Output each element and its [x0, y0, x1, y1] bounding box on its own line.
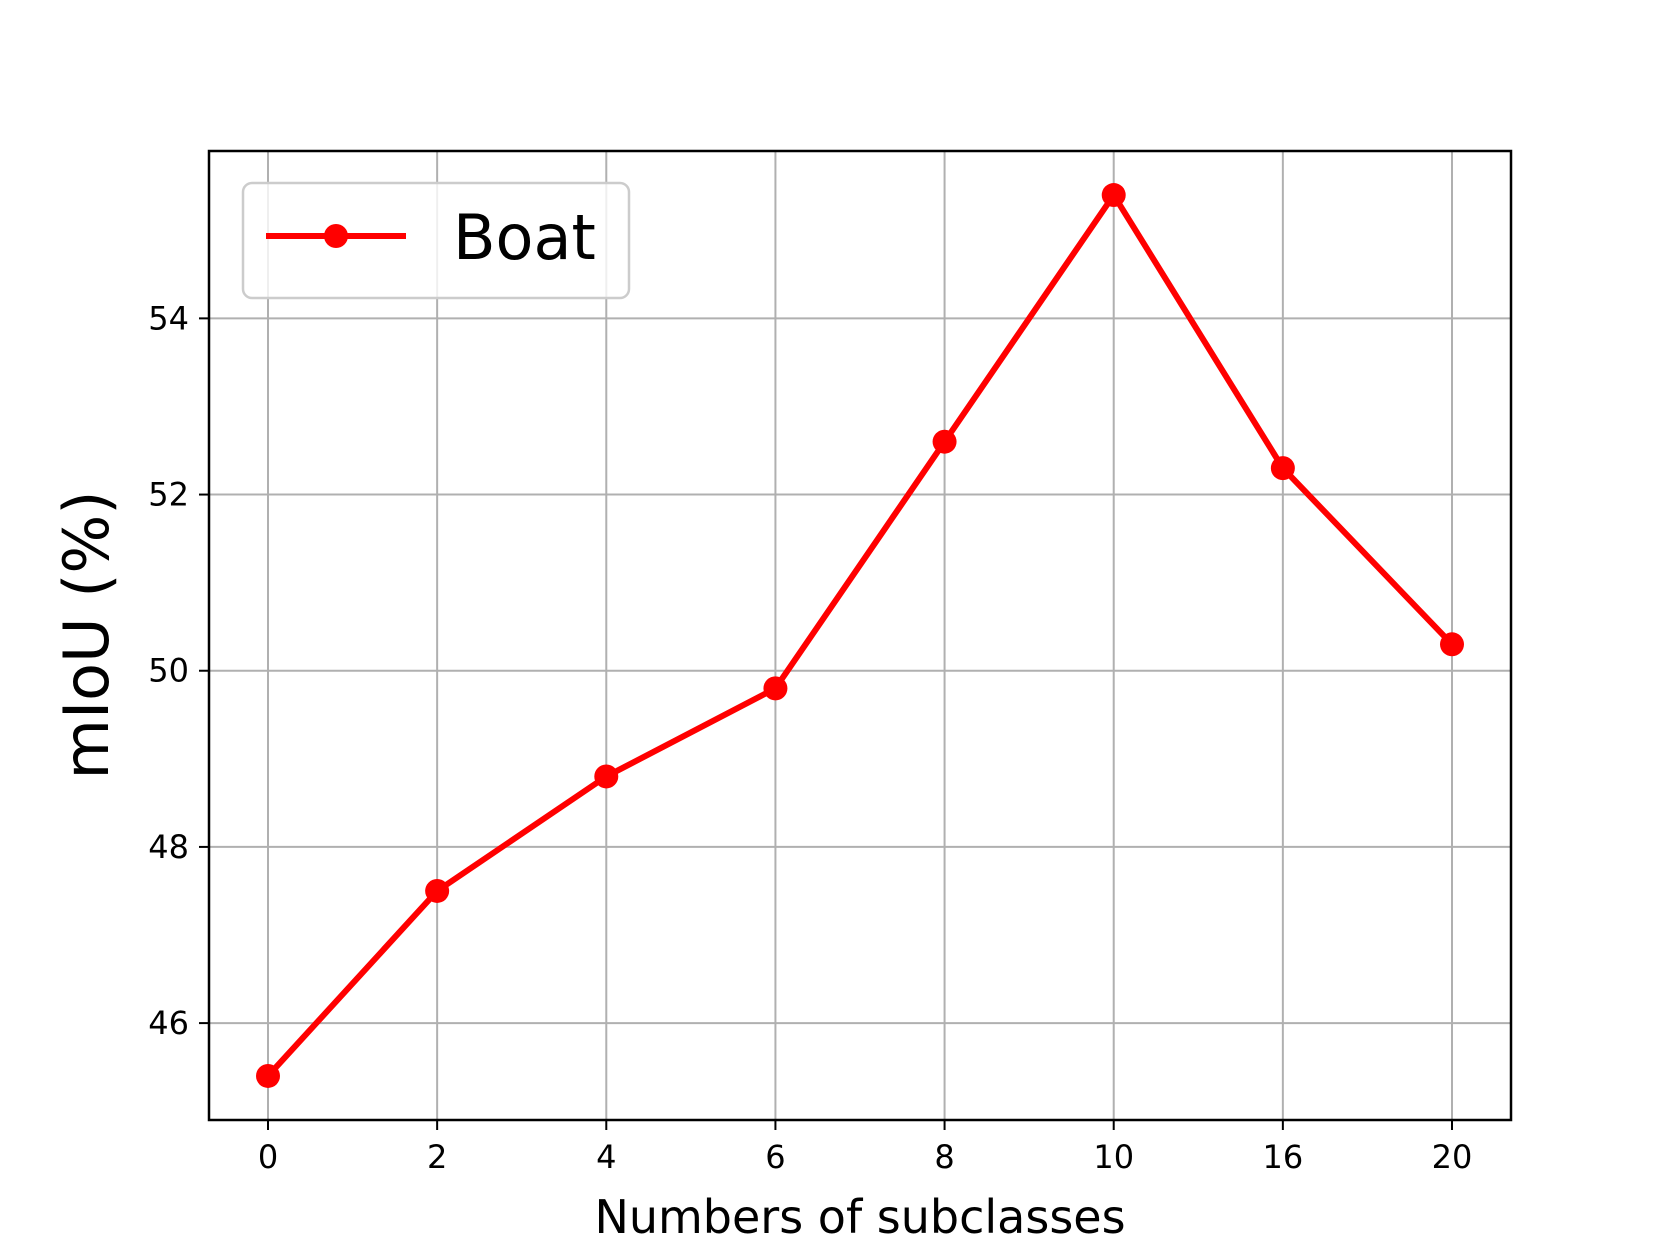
x-tick-label: 20: [1432, 1138, 1473, 1176]
data-point: [256, 1063, 280, 1088]
x-tick-label: 2: [427, 1138, 447, 1176]
x-tick-label: 16: [1262, 1138, 1303, 1176]
data-point: [1440, 632, 1464, 657]
data-point: [1101, 183, 1126, 208]
legend: Boat: [241, 181, 631, 300]
data-point: [425, 878, 450, 903]
data-point: [1270, 456, 1295, 481]
y-tick-label: 54: [148, 299, 189, 337]
y-tick-label: 46: [148, 1004, 189, 1042]
y-tick-label: 50: [148, 652, 189, 690]
x-tick-label: 6: [765, 1138, 785, 1176]
data-point: [594, 764, 619, 789]
y-tick-label: 48: [148, 828, 189, 866]
data-point: [932, 429, 957, 454]
plot-frame: [207, 149, 1513, 1122]
x-tick-label: 10: [1093, 1138, 1134, 1176]
legend-frame: [241, 181, 631, 300]
legend-marker-swatch: [324, 224, 348, 248]
x-tick-label: 0: [258, 1138, 278, 1176]
grid-lines: [209, 151, 1511, 1120]
x-axis-title: Numbers of subclasses: [594, 1190, 1125, 1244]
x-tick-label: 8: [934, 1138, 954, 1176]
data-point: [763, 676, 788, 701]
legend-label-boat: Boat: [453, 201, 596, 274]
y-axis-title: mIoU (%): [50, 491, 123, 780]
y-tick-label: 52: [148, 476, 189, 514]
x-tick-label: 4: [596, 1138, 616, 1176]
series-boat: [256, 183, 1464, 1088]
series-line: [263, 192, 1457, 1081]
